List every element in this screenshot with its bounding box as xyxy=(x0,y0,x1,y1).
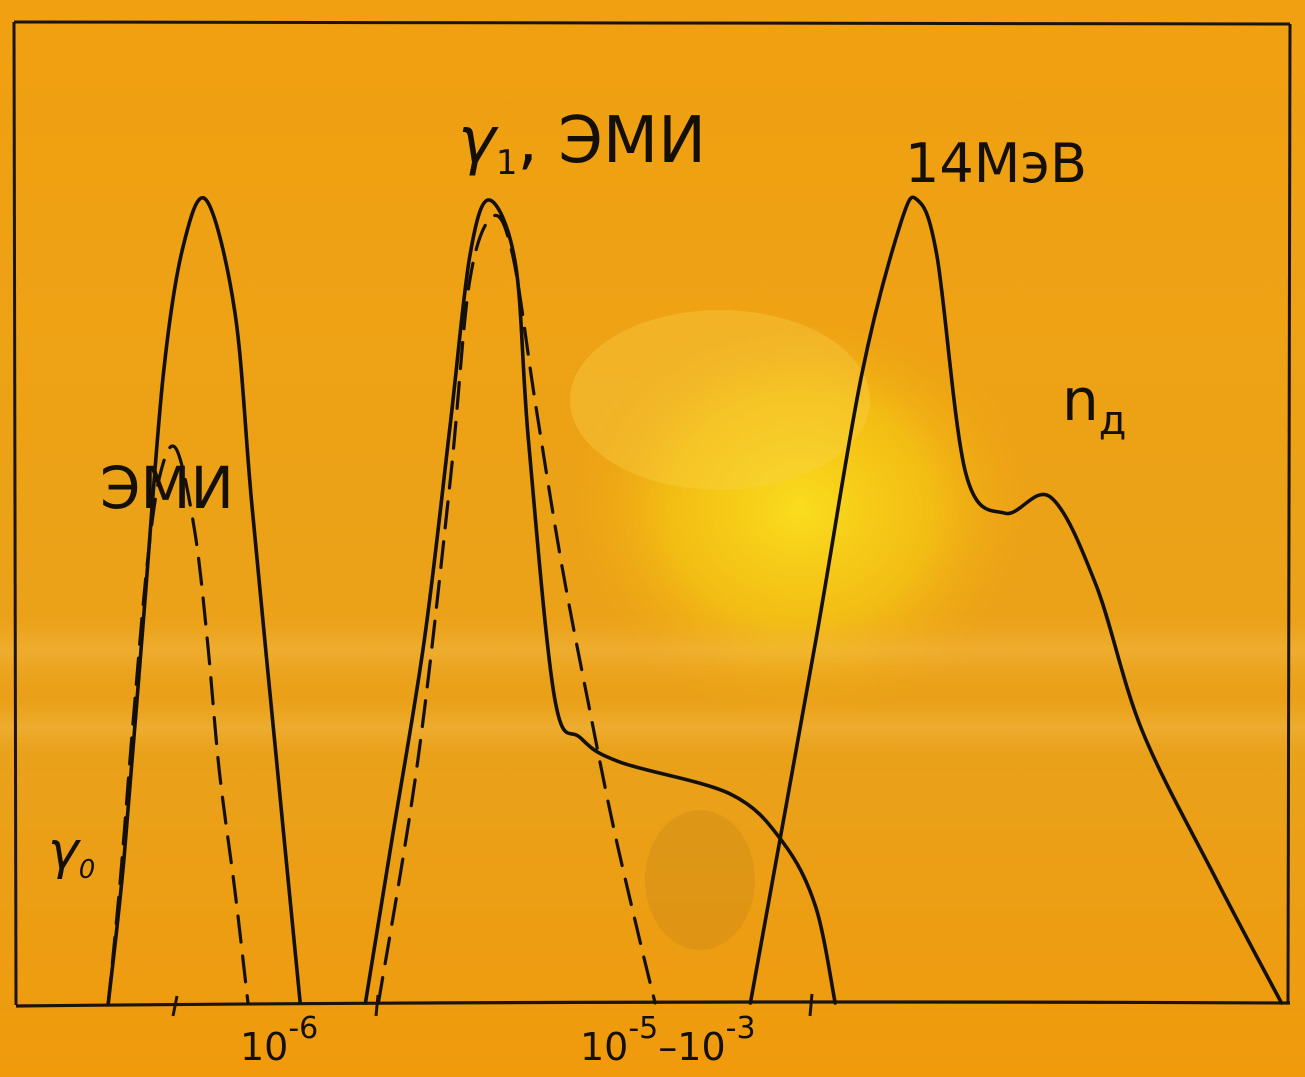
label-neutrons-symbol: n xyxy=(1062,366,1099,434)
label-gamma1-symbol: γ xyxy=(458,104,499,178)
label-emi-early: ЭМИ xyxy=(100,454,234,522)
label-gamma1-suffix: , ЭМИ xyxy=(518,104,706,178)
label-gamma0-sub: 0 xyxy=(79,855,96,885)
x-tick-exponent: -5 xyxy=(628,1011,658,1046)
x-tick-exponent: -6 xyxy=(288,1011,318,1046)
label-gamma0: γ0 xyxy=(48,821,95,885)
label-neutrons-sub: д xyxy=(1099,398,1127,444)
x-tick-label: 10-5–10-3 xyxy=(580,1011,756,1069)
series-layer xyxy=(106,195,1284,1005)
x-tick-base-2: –10 xyxy=(658,1025,725,1069)
x-tick-mark xyxy=(171,995,179,1017)
label-neutrons: nд xyxy=(1062,366,1126,444)
series-line-gamma1-emi xyxy=(363,198,837,1005)
x-tick-base: 10 xyxy=(580,1025,628,1069)
x-tick-label: 10-6 xyxy=(240,1011,318,1069)
series-line-gamma0 xyxy=(106,444,250,1005)
label-gamma1-sub: 1 xyxy=(496,143,518,183)
x-tick-labels: 10-6 10-5–10-3 xyxy=(240,1011,756,1069)
label-gamma0-symbol: γ xyxy=(48,821,82,881)
label-14mev: 14МэВ xyxy=(905,132,1087,195)
series-line-emi-early xyxy=(106,196,302,1005)
label-gamma1-emi: γ1, ЭМИ xyxy=(458,104,706,183)
x-tick-mark xyxy=(808,993,814,1017)
curve-labels: ЭМИ γ0 γ1, ЭМИ 14МэВ nд xyxy=(48,104,1126,885)
plot-frame xyxy=(12,20,1292,1006)
series-line-neutrons-14mev xyxy=(748,195,1284,1005)
series-line-gamma1-dashed xyxy=(376,213,657,1005)
x-tick-base: 10 xyxy=(240,1025,288,1069)
x-tick-exponent-2: -3 xyxy=(726,1011,756,1046)
background-photo xyxy=(0,300,1305,950)
